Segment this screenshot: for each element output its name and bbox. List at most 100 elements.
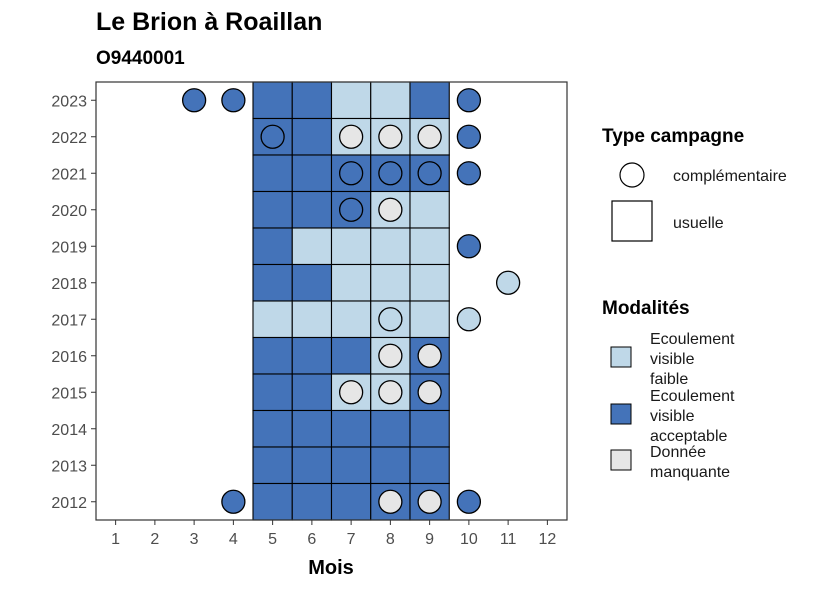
tile-2019-6 [291,227,333,266]
point-2022-5 [260,124,285,149]
point-2022-10 [456,124,482,149]
tile-2012-7 [330,482,372,521]
point-2017-10 [456,307,482,332]
legend-swatch-faible [610,346,632,368]
x-tick-label-1: 1 [111,531,120,548]
x-tick-label-9: 9 [425,531,434,548]
legend-swatch-manquante [610,449,632,471]
x-tick-label-3: 3 [190,531,199,548]
point-2012-8 [378,489,403,514]
chart-title: Le Brion à Roaillan [96,8,322,36]
x-tick-label-12: 12 [538,531,556,548]
tile-2020-5 [252,190,293,229]
y-tick-label-2016: 2016 [51,349,87,366]
legend-type-campagne: Type campagne complémentaire usuelle [602,126,787,242]
legend-type-title: Type campagne [602,126,744,147]
legend-type-usuelle: usuelle [673,215,724,232]
point-2020-8 [378,197,403,222]
point-2015-9 [417,380,442,405]
tile-2015-6 [291,373,333,412]
y-tick-label-2013: 2013 [51,458,87,475]
chart-subtitle: O9440001 [96,48,185,69]
tile-2016-7 [330,336,372,375]
tile-2017-9 [409,300,450,339]
point-2021-10 [456,161,482,186]
x-tick-label-7: 7 [347,531,356,548]
tile-2021-6 [291,154,333,193]
tile-2012-6 [291,482,333,521]
tile-2013-6 [291,446,333,485]
tile-2023-8 [370,81,411,120]
y-tick-label-2014: 2014 [51,422,87,439]
tile-2016-5 [252,336,293,375]
tile-2021-5 [252,154,293,193]
x-tick-label-11: 11 [500,531,517,548]
legend-label-faible: Ecoulement visible faible [650,331,739,388]
tile-2019-8 [370,227,411,266]
tile-2023-9 [409,81,450,120]
plot-border [95,81,568,521]
legend-circle-symbol [619,162,645,188]
tile-2013-5 [252,446,293,485]
legend-modalites-title: Modalités [602,298,690,319]
y-tick-label-2023: 2023 [51,93,87,110]
tile-2016-6 [291,336,333,375]
tile-2018-9 [409,263,450,302]
tile-2023-5 [252,81,293,120]
x-tick-label-8: 8 [386,531,395,548]
tile-2017-6 [291,300,333,339]
y-tick-label-2012: 2012 [51,495,87,512]
tile-2014-9 [409,409,450,448]
tile-2022-6 [291,117,333,156]
y-tick-label-2019: 2019 [51,239,87,256]
y-axis: 2012 2013 2014 2015 2016 2017 2018 2019 2020 2021… [51,93,96,512]
x-tick-label-2: 2 [150,531,159,548]
tile-2018-5 [252,263,293,302]
point-2012-10 [456,489,482,514]
tile-2018-6 [291,263,333,302]
tile-2017-5 [252,300,293,339]
tile-2019-7 [330,227,372,266]
point-2017-8 [378,307,403,332]
x-tick-label-4: 4 [229,531,238,548]
point-2023-4 [221,88,246,113]
point-2015-7 [338,380,364,405]
tile-2014-6 [291,409,333,448]
point-2022-8 [378,124,403,149]
point-2012-9 [417,489,442,514]
tile-2023-6 [291,81,333,120]
point-2021-7 [338,161,364,186]
y-tick-label-2015: 2015 [51,385,87,402]
point-2019-10 [456,234,482,259]
point-2016-8 [378,343,403,368]
point-2022-7 [338,124,364,149]
tile-2013-8 [370,446,411,485]
legend-label-acceptable: Ecoulement visible acceptable [650,388,739,445]
point-2022-9 [417,124,442,149]
point-2016-9 [417,343,442,368]
x-tick-label-5: 5 [268,531,277,548]
tile-2013-7 [330,446,372,485]
tile-2015-5 [252,373,293,412]
tile-2018-8 [370,263,411,302]
tile-2017-7 [330,300,372,339]
tile-2023-7 [330,81,372,120]
legend-label-manquante: Donnée manquante [650,444,730,481]
point-2018-11 [495,270,521,295]
point-2023-10 [456,88,482,113]
tile-2019-9 [409,227,450,266]
tile-2014-7 [330,409,372,448]
y-tick-label-2018: 2018 [51,276,87,293]
point-2020-7 [338,197,364,222]
y-tick-label-2022: 2022 [51,130,87,147]
x-tick-label-10: 10 [460,531,478,548]
tile-2020-6 [291,190,333,229]
y-tick-label-2020: 2020 [51,203,87,220]
x-axis-title: Mois [308,557,354,579]
tile-2018-7 [330,263,372,302]
y-tick-label-2017: 2017 [51,312,87,329]
tile-2012-5 [252,482,293,521]
legend-square-symbol [611,200,653,242]
point-2023-3 [181,88,207,113]
